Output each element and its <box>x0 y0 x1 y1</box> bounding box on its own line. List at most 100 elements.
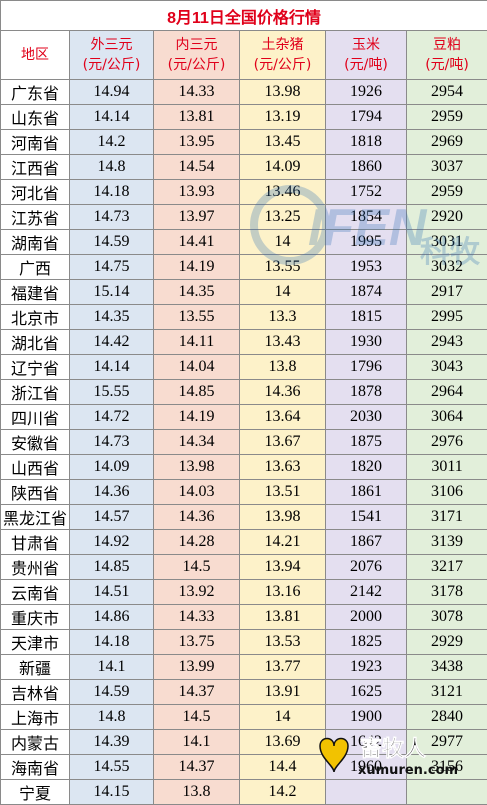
cell-corn: 1861 <box>326 480 407 505</box>
cell-region: 陕西省 <box>1 480 70 505</box>
cell-tu: 13.94 <box>240 555 326 580</box>
cell-nei: 13.8 <box>154 780 240 805</box>
cell-soy: 3438 <box>407 655 487 680</box>
cell-corn: 1541 <box>326 505 407 530</box>
cell-corn: 1874 <box>326 280 407 305</box>
cell-wai: 14.59 <box>70 680 154 705</box>
header-region: 地区 <box>1 31 70 80</box>
cell-soy: 2954 <box>407 80 487 105</box>
cell-region: 广东省 <box>1 80 70 105</box>
header-nei: 内三元 (元/公斤) <box>154 31 240 80</box>
cell-corn: 1923 <box>326 655 407 680</box>
cell-wai: 14.18 <box>70 630 154 655</box>
cell-soy: 3171 <box>407 505 487 530</box>
cell-tu: 13.8 <box>240 355 326 380</box>
cell-tu: 13.19 <box>240 105 326 130</box>
cell-corn: 1642 <box>326 730 407 755</box>
cell-corn: 1867 <box>326 530 407 555</box>
cell-wai: 14.42 <box>70 330 154 355</box>
cell-region: 辽宁省 <box>1 355 70 380</box>
cell-region: 甘肃省 <box>1 530 70 555</box>
cell-wai: 14.85 <box>70 555 154 580</box>
cell-nei: 13.97 <box>154 205 240 230</box>
cell-nei: 14.34 <box>154 430 240 455</box>
cell-corn: 2030 <box>326 405 407 430</box>
cell-soy: 3139 <box>407 530 487 555</box>
cell-tu: 13.16 <box>240 580 326 605</box>
cell-nei: 14.1 <box>154 730 240 755</box>
cell-region: 江苏省 <box>1 205 70 230</box>
cell-nei: 13.92 <box>154 580 240 605</box>
table-title: 8月11日全国价格行情 <box>1 1 487 31</box>
cell-soy: 2943 <box>407 330 487 355</box>
cell-corn: 1995 <box>326 230 407 255</box>
cell-wai: 14.09 <box>70 455 154 480</box>
cell-corn: 2000 <box>326 605 407 630</box>
cell-wai: 14.18 <box>70 180 154 205</box>
cell-corn: 1860 <box>326 155 407 180</box>
header-corn: 玉米 (元/吨) <box>326 31 407 80</box>
cell-corn: 1820 <box>326 455 407 480</box>
cell-region: 四川省 <box>1 405 70 430</box>
cell-tu: 13.51 <box>240 480 326 505</box>
cell-soy: 3078 <box>407 605 487 630</box>
header-wai-unit: (元/公斤) <box>70 55 153 75</box>
cell-wai: 14.57 <box>70 505 154 530</box>
cell-nei: 14.28 <box>154 530 240 555</box>
cell-region: 上海市 <box>1 705 70 730</box>
cell-wai: 15.55 <box>70 380 154 405</box>
cell-tu: 14.2 <box>240 780 326 805</box>
cell-tu: 13.53 <box>240 630 326 655</box>
cell-soy: 2959 <box>407 105 487 130</box>
cell-soy: 2959 <box>407 180 487 205</box>
cell-wai: 14.75 <box>70 255 154 280</box>
cell-wai: 14.73 <box>70 430 154 455</box>
cell-region: 重庆市 <box>1 605 70 630</box>
cell-tu: 14 <box>240 280 326 305</box>
header-tu: 土杂猪 (元/公斤) <box>240 31 326 80</box>
cell-region: 内蒙古 <box>1 730 70 755</box>
cell-corn: 1875 <box>326 430 407 455</box>
cell-tu: 13.81 <box>240 605 326 630</box>
cell-corn: 1794 <box>326 105 407 130</box>
cell-nei: 14.19 <box>154 255 240 280</box>
cell-wai: 14.59 <box>70 230 154 255</box>
cell-wai: 14.36 <box>70 480 154 505</box>
cell-nei: 14.03 <box>154 480 240 505</box>
header-tu-name: 土杂猪 <box>240 35 325 55</box>
cell-soy: 2964 <box>407 380 487 405</box>
cell-nei: 14.37 <box>154 755 240 780</box>
cell-tu: 14 <box>240 705 326 730</box>
cell-tu: 14.4 <box>240 755 326 780</box>
cell-corn: 1953 <box>326 255 407 280</box>
cell-wai: 14.1 <box>70 655 154 680</box>
cell-corn: 1796 <box>326 355 407 380</box>
cell-soy: 3064 <box>407 405 487 430</box>
cell-nei: 14.04 <box>154 355 240 380</box>
cell-region: 贵州省 <box>1 555 70 580</box>
cell-corn: 1818 <box>326 130 407 155</box>
cell-tu: 14.21 <box>240 530 326 555</box>
header-wai-name: 外三元 <box>70 35 153 55</box>
cell-wai: 14.72 <box>70 405 154 430</box>
cell-corn: 1930 <box>326 330 407 355</box>
cell-wai: 14.14 <box>70 355 154 380</box>
cell-soy: 3121 <box>407 680 487 705</box>
header-nei-name: 内三元 <box>154 35 239 55</box>
